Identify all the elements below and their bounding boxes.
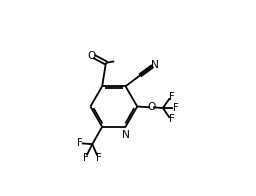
Text: N: N (151, 60, 159, 70)
Text: O: O (148, 102, 156, 112)
Text: F: F (169, 114, 175, 124)
Text: O: O (88, 51, 96, 61)
Text: F: F (83, 153, 89, 163)
Text: F: F (173, 103, 178, 113)
Text: F: F (169, 92, 175, 102)
Text: F: F (77, 138, 82, 148)
Text: F: F (96, 153, 102, 163)
Text: N: N (122, 130, 130, 140)
